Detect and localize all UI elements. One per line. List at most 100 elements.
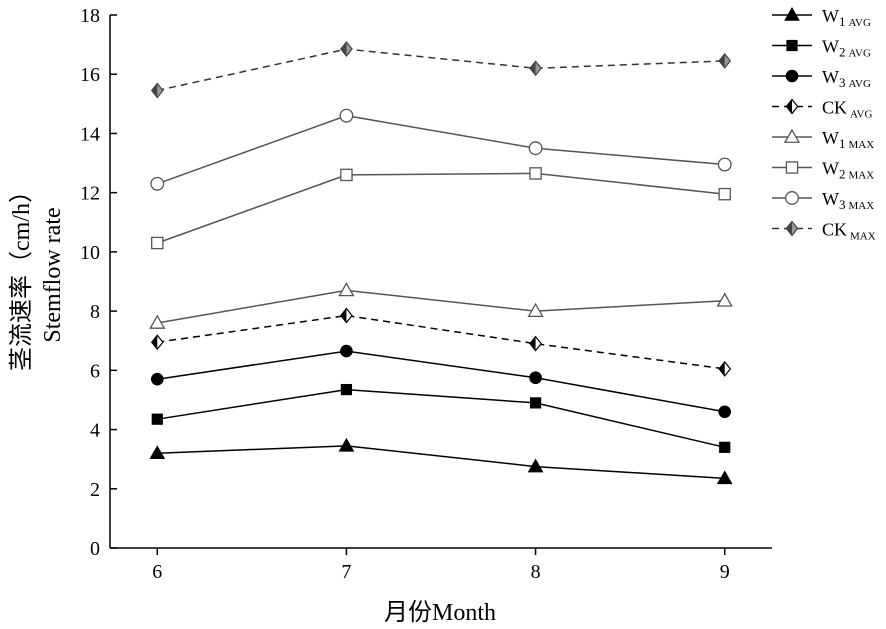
legend-marker: [785, 161, 799, 174]
circle-marker-shape: [785, 69, 799, 83]
legend-label: W2 MAX: [822, 159, 874, 182]
data-point-ckmax: [529, 60, 542, 77]
data-point-w2avg: [340, 383, 353, 396]
legend-marker: [785, 98, 799, 115]
legend-item-w1max: W1 MAX: [772, 128, 874, 151]
circle-marker-shape: [717, 157, 732, 172]
series-line-ckmax: [157, 48, 725, 92]
y-tick-label: 8: [90, 301, 100, 323]
square-marker-shape: [718, 187, 731, 201]
circle-marker-shape: [339, 108, 354, 123]
data-point-w1avg: [527, 458, 544, 473]
legend-marker: [785, 191, 799, 205]
data-point-w3max: [339, 108, 354, 123]
y-tick-label: 18: [80, 5, 100, 27]
data-point-w2avg: [719, 441, 731, 453]
data-point-w1max: [527, 302, 544, 318]
data-point-ckmax: [150, 82, 164, 99]
triangle-marker-shape: [527, 458, 544, 473]
legend-label: W1 MAX: [822, 128, 874, 151]
legend-label: CK MAX: [822, 220, 876, 243]
legend-item-w3avg: W3 AVG: [772, 67, 871, 90]
circle-marker-shape: [718, 405, 732, 419]
series-line-w3max: [157, 114, 725, 185]
y-tick-label: 6: [90, 360, 100, 382]
legend-item-w2avg: W2 AVG: [772, 37, 871, 60]
data-point-w1max: [338, 282, 355, 297]
legend-label: W1 AVG: [822, 6, 871, 29]
series-w1avg: [149, 437, 733, 485]
legend-label: W3 AVG: [822, 67, 871, 90]
data-point-ckmax: [340, 41, 353, 58]
data-point-w3max: [528, 141, 543, 156]
data-point-ckavg: [529, 335, 542, 352]
circle-marker-shape: [529, 371, 542, 385]
triangle-marker-shape: [784, 6, 800, 21]
circle-marker-shape: [340, 344, 353, 358]
data-point-w3avg: [718, 405, 732, 419]
series-line-ckavg: [157, 314, 725, 370]
series-line-w3avg: [157, 350, 725, 413]
series-line-w2max: [157, 172, 725, 244]
square-marker-shape: [719, 441, 731, 453]
diamond-marker-fill: [719, 361, 725, 376]
x-tick-label: 6: [152, 561, 162, 583]
axes: 0 2 4 6 8 10 12 14 16 18 6 7 8 9: [80, 5, 772, 583]
diamond-marker-fill: [529, 61, 536, 76]
y-tick-label: 4: [90, 420, 100, 442]
y-axis-label-chinese: 茎流速率（cm/h）: [8, 179, 35, 371]
diamond-marker-fill: [340, 42, 347, 57]
data-point-w3max: [150, 176, 165, 191]
diamond-marker-fill: [786, 221, 792, 236]
square-marker-shape: [786, 39, 798, 52]
data-point-w3avg: [150, 372, 164, 386]
data-point-w2max: [718, 187, 731, 201]
x-axis-label: 月份Month: [384, 599, 496, 626]
triangle-marker-shape: [149, 445, 166, 459]
circle-marker-shape: [150, 372, 164, 386]
data-point-w1avg: [716, 470, 733, 485]
data-point-w1max: [149, 314, 166, 329]
diamond-marker-fill: [786, 99, 792, 114]
legend-item-w1avg: W1 AVG: [772, 6, 871, 29]
y-tick-label: 14: [80, 123, 100, 145]
data-point-w3avg: [340, 344, 353, 358]
series-w2avg: [151, 383, 731, 453]
x-tick-label: 9: [720, 561, 730, 583]
data-point-w1max: [716, 292, 733, 307]
y-axis-label-english: Stemflow rate: [40, 207, 66, 342]
data-point-w2max: [340, 168, 353, 182]
legend-label: W3 MAX: [822, 189, 874, 212]
legend-item-w2max: W2 MAX: [772, 159, 874, 182]
legend-label: W2 AVG: [822, 37, 871, 60]
circle-marker-shape: [150, 176, 165, 191]
data-point-w2max: [529, 167, 542, 180]
y-tick-label: 16: [80, 64, 100, 86]
y-tick-label: 0: [90, 538, 100, 560]
series-w3max: [150, 108, 732, 191]
triangle-marker-shape: [527, 302, 544, 318]
triangle-marker-shape: [783, 128, 801, 143]
legend-marker: [784, 6, 800, 21]
diamond-marker-fill: [151, 83, 158, 98]
data-point-ckavg: [718, 360, 732, 377]
square-marker-shape: [785, 161, 799, 174]
diamond-marker-fill: [719, 53, 725, 68]
legend-item-ckmax: CK MAX: [772, 220, 876, 243]
square-marker-shape: [340, 383, 353, 396]
y-tick-label: 12: [80, 183, 100, 205]
square-marker-shape: [151, 236, 164, 250]
series-line-w2avg: [157, 388, 725, 449]
square-marker-shape: [151, 413, 163, 425]
triangle-marker-shape: [716, 470, 733, 485]
legend-item-ckavg: CK AVG: [772, 98, 872, 121]
data-point-ckmax: [718, 52, 732, 69]
data-point-w3avg: [529, 371, 542, 385]
series-layer: [149, 41, 733, 485]
triangle-marker-shape: [338, 437, 355, 452]
circle-marker-shape: [528, 141, 543, 156]
series-w3avg: [150, 344, 732, 419]
data-point-ckavg: [150, 334, 164, 351]
diamond-marker-fill: [340, 308, 347, 323]
